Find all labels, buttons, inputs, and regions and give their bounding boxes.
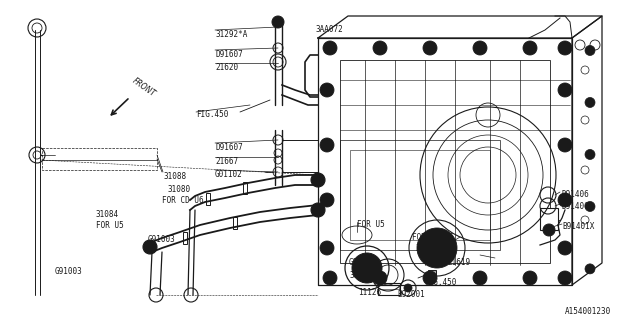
Circle shape — [373, 41, 387, 55]
Circle shape — [473, 271, 487, 285]
Text: D91406: D91406 — [561, 202, 589, 211]
Bar — [340, 60, 550, 263]
Circle shape — [272, 16, 284, 28]
Text: 31088: 31088 — [163, 172, 186, 181]
Text: A154001230: A154001230 — [565, 307, 611, 316]
Circle shape — [523, 271, 537, 285]
Circle shape — [558, 241, 572, 255]
Bar — [378, 283, 400, 295]
Text: 31080: 31080 — [168, 185, 191, 194]
Circle shape — [585, 98, 595, 108]
Text: FOR U5: FOR U5 — [96, 221, 124, 230]
Text: 38325: 38325 — [415, 244, 438, 253]
Circle shape — [423, 271, 437, 285]
Bar — [428, 270, 436, 278]
Circle shape — [585, 264, 595, 274]
Text: 3AA072: 3AA072 — [315, 25, 343, 34]
Circle shape — [323, 271, 337, 285]
Circle shape — [320, 83, 334, 97]
Circle shape — [558, 83, 572, 97]
Circle shape — [558, 138, 572, 152]
Text: B91401X: B91401X — [562, 222, 595, 231]
Circle shape — [558, 41, 572, 55]
Text: D91406: D91406 — [561, 190, 589, 199]
Text: G95904: G95904 — [349, 258, 377, 267]
Circle shape — [320, 241, 334, 255]
Text: FRONT: FRONT — [131, 77, 157, 99]
Text: B92001: B92001 — [397, 290, 425, 299]
Circle shape — [404, 284, 412, 292]
Bar — [540, 208, 558, 230]
Circle shape — [320, 138, 334, 152]
Circle shape — [373, 271, 387, 285]
Text: 21619: 21619 — [447, 258, 470, 267]
Bar — [206, 193, 210, 205]
Circle shape — [417, 228, 457, 268]
Text: FOR CD U6: FOR CD U6 — [412, 233, 454, 242]
Text: FIG.450: FIG.450 — [424, 278, 456, 287]
Circle shape — [423, 41, 437, 55]
Circle shape — [523, 41, 537, 55]
Text: FIG.450: FIG.450 — [196, 110, 228, 119]
Text: 38372: 38372 — [349, 271, 372, 280]
Text: G91003: G91003 — [55, 267, 83, 276]
Circle shape — [143, 240, 157, 254]
Circle shape — [352, 253, 382, 283]
Circle shape — [311, 173, 325, 187]
Circle shape — [585, 45, 595, 55]
Text: FOR CD U6: FOR CD U6 — [162, 196, 204, 205]
Text: G91003: G91003 — [148, 235, 176, 244]
Circle shape — [473, 41, 487, 55]
Bar — [183, 232, 187, 244]
Text: D91607: D91607 — [215, 143, 243, 152]
Circle shape — [558, 271, 572, 285]
Circle shape — [585, 149, 595, 159]
Bar — [233, 217, 237, 229]
Text: 31292*A: 31292*A — [215, 30, 248, 39]
Text: 21667: 21667 — [215, 157, 238, 166]
Bar — [350, 150, 490, 240]
Bar — [340, 140, 500, 250]
Circle shape — [320, 193, 334, 207]
Text: 11126: 11126 — [358, 288, 381, 297]
Circle shape — [585, 202, 595, 212]
Circle shape — [311, 203, 325, 217]
Circle shape — [543, 224, 555, 236]
Text: G01102: G01102 — [215, 170, 243, 179]
Circle shape — [323, 41, 337, 55]
Text: 21620: 21620 — [215, 63, 238, 72]
Bar — [42, 148, 157, 170]
Circle shape — [558, 193, 572, 207]
Text: 31084: 31084 — [96, 210, 119, 219]
Text: FOR U5: FOR U5 — [357, 220, 385, 229]
Text: D91607: D91607 — [215, 50, 243, 59]
Bar — [243, 182, 247, 194]
